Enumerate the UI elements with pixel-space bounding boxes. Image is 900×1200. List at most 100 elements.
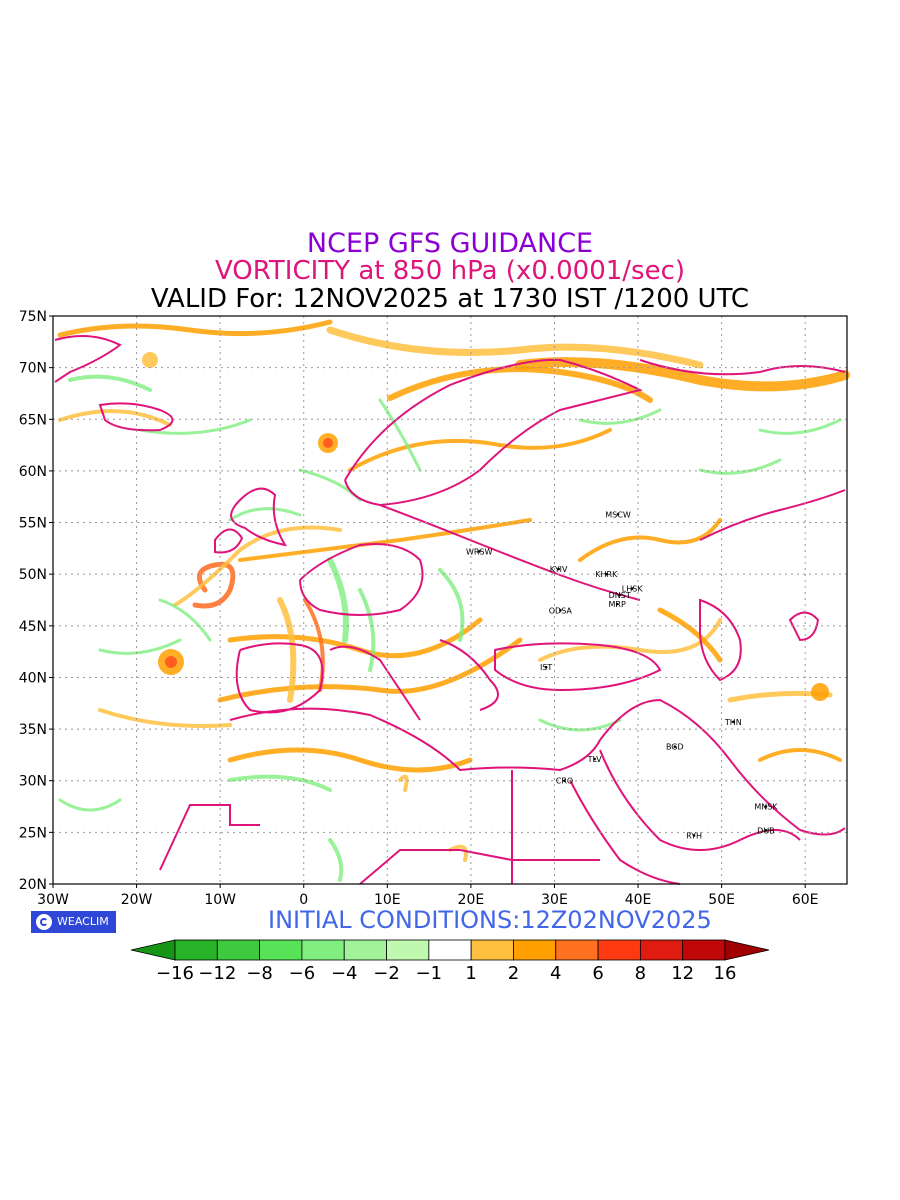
border-line xyxy=(329,645,421,721)
city-marker xyxy=(764,805,768,808)
border-line xyxy=(699,489,846,541)
vorticity-streak xyxy=(698,458,782,475)
vorticity-streak xyxy=(238,518,532,562)
colorbar-upper-arrow xyxy=(724,939,770,961)
city-marker xyxy=(563,779,566,783)
lat-tick-label: 60N xyxy=(19,464,47,480)
border-line xyxy=(639,359,846,376)
lat-tick-label: 65N xyxy=(19,412,47,428)
city-marker xyxy=(544,665,548,669)
vorticity-streak xyxy=(158,598,212,642)
border-line xyxy=(159,804,260,871)
city-marker xyxy=(673,745,677,748)
vorticity-streak xyxy=(326,326,704,369)
vorticity-map: 30W 20W 10W 0 10E 20E 30E 40E 50E 60E 75N 70N 65N 60N… xyxy=(19,309,850,984)
colorbar-label: 16 xyxy=(714,963,737,984)
vorticity-streak xyxy=(387,366,653,403)
colorbar-swatch xyxy=(216,939,261,961)
vorticity-streak xyxy=(98,638,182,655)
vorticity-streak xyxy=(277,597,297,703)
vorticity-streak xyxy=(227,747,473,773)
city-label: TLV xyxy=(587,755,602,764)
colorbar-swatch xyxy=(259,939,303,961)
city-label: KHRK xyxy=(595,570,618,579)
border-line xyxy=(344,358,643,507)
country-borders xyxy=(54,335,846,885)
vorticity-streak xyxy=(58,798,122,812)
border-line xyxy=(229,707,601,772)
lon-tick-label: 30E xyxy=(541,892,568,908)
vorticity-streak xyxy=(303,598,325,692)
city-label: MSCW xyxy=(605,510,631,519)
city-label: LHSK xyxy=(622,585,644,594)
city-marker xyxy=(477,550,481,553)
colorbar-label: −8 xyxy=(246,963,273,984)
vorticity-streak xyxy=(398,774,409,792)
colorbar-swatch xyxy=(513,939,557,961)
lat-tick-label: 30N xyxy=(19,774,47,790)
city-label: MRP xyxy=(609,600,626,609)
border-line xyxy=(569,779,681,885)
lon-tick-label: 50E xyxy=(708,892,735,908)
colorbar-swatch xyxy=(597,939,641,961)
city-label: THN xyxy=(724,718,742,727)
lat-tick-label: 55N xyxy=(19,516,47,532)
city-label: KYIV xyxy=(550,565,568,574)
vorticity-blob xyxy=(142,352,158,368)
lon-tick-label: 40E xyxy=(625,892,652,908)
vorticity-streak xyxy=(538,718,622,732)
lon-tick-label: 60E xyxy=(792,892,819,908)
vorticity-blob xyxy=(323,438,333,448)
border-line xyxy=(699,598,742,682)
lon-tick-label: 10W xyxy=(204,892,236,908)
city-marker xyxy=(630,587,634,590)
colorbar-label: 8 xyxy=(635,963,646,984)
city-marker xyxy=(618,593,621,597)
border-line xyxy=(599,698,846,836)
colorbar: −16 −12 −8 −6 −4 −2 −1 1 2 4 6 8 12 16 xyxy=(130,939,770,984)
weaclim-logo: WEACLIM xyxy=(31,911,116,933)
border-line xyxy=(299,543,424,616)
initial-conditions: INITIAL CONDITIONS:12Z02NOV2025 xyxy=(268,906,712,934)
border-line xyxy=(788,611,820,642)
city-marker xyxy=(615,602,619,606)
vorticity-streak xyxy=(192,561,236,609)
colorbar-swatch xyxy=(639,939,684,961)
colorbar-label: 2 xyxy=(508,963,519,984)
colorbar-label: −2 xyxy=(373,963,400,984)
city-label: WRSW xyxy=(466,547,493,556)
colorbar-label: −6 xyxy=(289,963,316,984)
border-line xyxy=(379,504,641,601)
vorticity-streak xyxy=(378,398,422,472)
lat-tick-label: 20N xyxy=(19,877,47,893)
border-line xyxy=(235,642,324,714)
title-line-2: VORTICITY at 850 hPa (x0.0001/sec) xyxy=(214,256,686,286)
city-label: RYH xyxy=(686,831,702,840)
axis-ticks: 30W 20W 10W 0 10E 20E 30E 40E 50E 60E 75N 70N 65N 60N… xyxy=(19,309,819,908)
vorticity-streak xyxy=(228,774,332,792)
vorticity-streak xyxy=(758,418,842,435)
title-line-3: VALID For: 12NOV2025 at 1730 IST /1200 U… xyxy=(150,284,750,314)
vorticity-blob xyxy=(811,683,829,701)
vorticity-streak xyxy=(438,568,465,642)
lon-tick-label: 0 xyxy=(299,892,308,908)
colorbar-lower-arrow xyxy=(130,939,176,961)
lat-tick-label: 40N xyxy=(19,670,47,686)
vorticity-streak xyxy=(348,428,612,472)
city-marker xyxy=(593,757,596,761)
vorticity-streak xyxy=(227,617,483,659)
logo-text: WEACLIM xyxy=(57,915,109,928)
city-marker xyxy=(559,609,562,612)
lat-tick-label: 45N xyxy=(19,619,47,635)
border-line xyxy=(599,749,801,851)
colorbar-swatch xyxy=(555,939,599,961)
vorticity-streak xyxy=(228,507,302,522)
colorbar-swatch xyxy=(301,939,345,961)
vorticity-streak xyxy=(173,525,342,607)
logo-icon xyxy=(36,914,52,930)
city-label: MNSK xyxy=(754,803,778,812)
vorticity-streak xyxy=(448,844,468,862)
city-label: DNST xyxy=(609,591,631,600)
colorbar-label: −1 xyxy=(416,963,443,984)
